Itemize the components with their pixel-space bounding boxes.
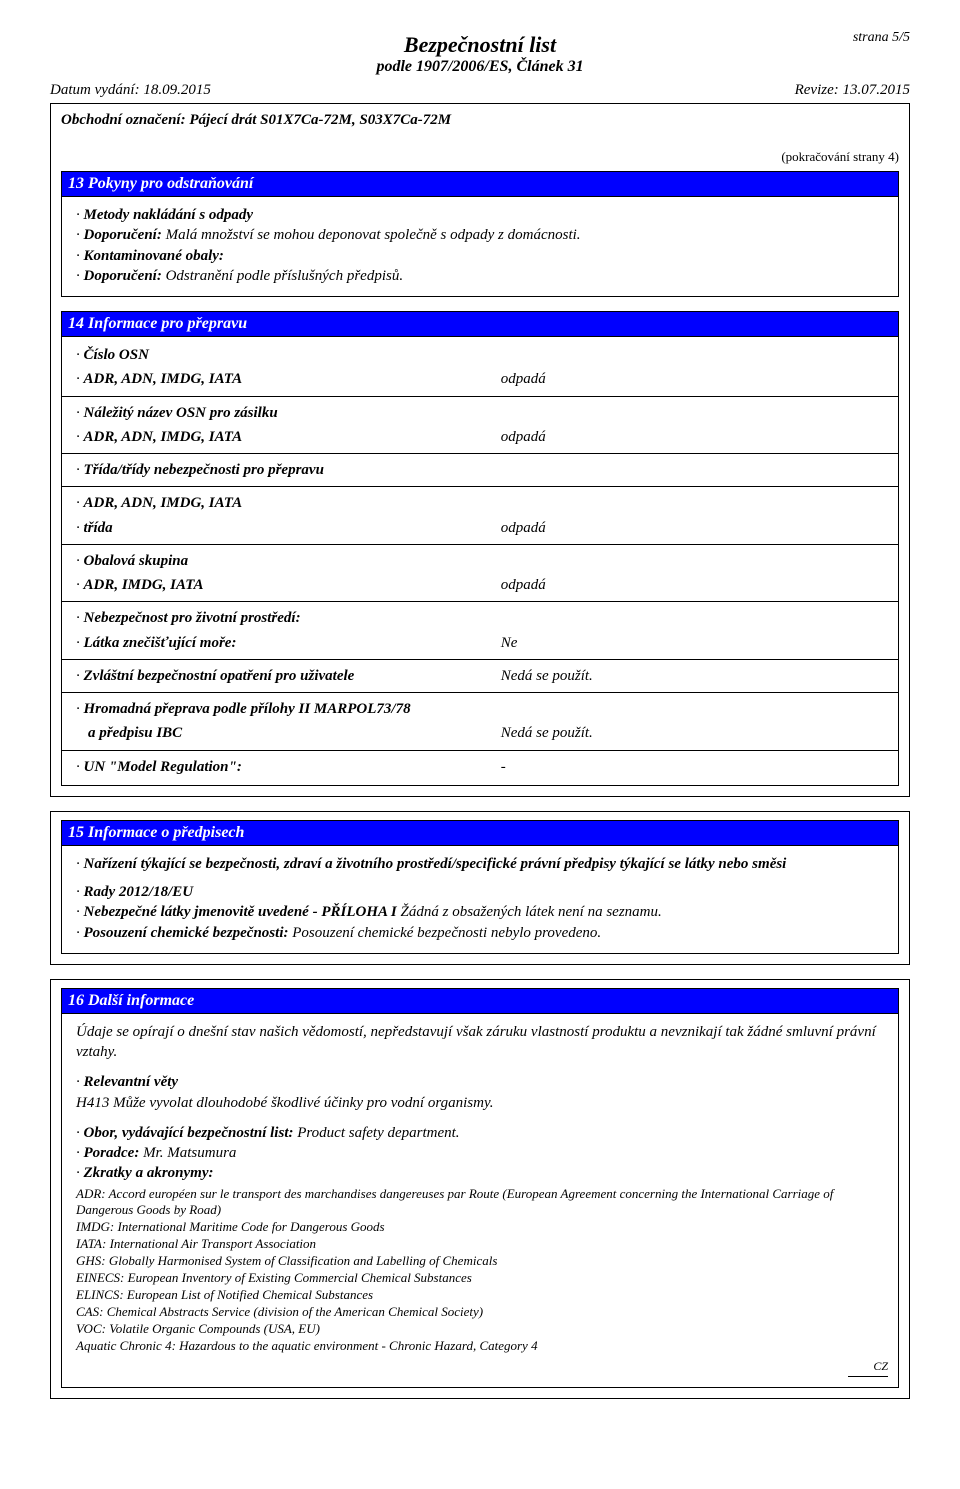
meta-row: Datum vydání: 18.09.2015 Revize: 13.07.2… <box>50 82 910 99</box>
document-title: Bezpečnostní list <box>50 32 910 58</box>
outer-box-2: 15 Informace o předpisech Nařízení týkaj… <box>50 811 910 965</box>
revision-date: Revize: 13.07.2015 <box>795 82 910 99</box>
document-subtitle: podle 1907/2006/ES, Článek 31 <box>50 58 910 76</box>
outer-box-1: Obchodní označení: Pájecí drát S01X7Ca-7… <box>50 103 910 797</box>
section-15-header: 15 Informace o předpisech <box>61 820 899 846</box>
section-13-body: Metody nakládání s odpady Doporučení: Ma… <box>61 197 899 297</box>
transport-table: · Číslo OSN · ADR, ADN, IMDG, IATAodpadá… <box>62 337 898 785</box>
section-16-intro: Údaje se opírají o dnešní stav našich vě… <box>76 1022 888 1063</box>
section-16-header: 16 Další informace <box>61 988 899 1014</box>
section-14-body: · Číslo OSN · ADR, ADN, IMDG, IATAodpadá… <box>61 337 899 786</box>
h413-text: H413 Může vyvolat dlouhodobé škodlivé úč… <box>76 1093 888 1113</box>
cz-mark: CZ <box>76 1358 888 1376</box>
continuation-note: (pokračování strany 4) <box>61 149 899 165</box>
trade-name: Obchodní označení: Pájecí drát S01X7Ca-7… <box>61 112 899 129</box>
abbreviations-list: ADR: Accord européen sur le transport de… <box>76 1186 888 1355</box>
section-15-body: Nařízení týkající se bezpečnosti, zdraví… <box>61 846 899 954</box>
section-14-header: 14 Informace pro přepravu <box>61 311 899 337</box>
section-16-body: Údaje se opírají o dnešní stav našich vě… <box>61 1014 899 1388</box>
section-13-header: 13 Pokyny pro odstraňování <box>61 171 899 197</box>
outer-box-3: 16 Další informace Údaje se opírají o dn… <box>50 979 910 1399</box>
issue-date: Datum vydání: 18.09.2015 <box>50 82 211 99</box>
